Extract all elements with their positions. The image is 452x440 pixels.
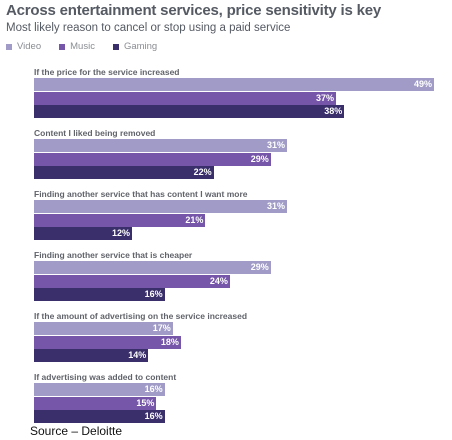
legend-item-gaming: Gaming: [112, 41, 158, 52]
category-label: Content I liked being removed: [34, 128, 156, 138]
bar-value-label: 16%: [144, 411, 163, 421]
bar-value-label: 16%: [144, 289, 163, 299]
legend-item-music: Music: [59, 41, 95, 52]
chart-subtitle: Most likely reason to cancel or stop usi…: [6, 22, 291, 34]
legend: Video Music Gaming: [6, 41, 157, 52]
legend-label: Gaming: [123, 41, 158, 52]
bar-music: 15%: [34, 396, 157, 410]
legend-label: Music: [70, 41, 95, 52]
bar-value-label: 24%: [209, 275, 228, 286]
bar-music: 24%: [34, 274, 230, 288]
bar-value-label: 38%: [324, 106, 343, 116]
bar-gaming: 16%: [34, 410, 165, 423]
bar-gaming: 22%: [34, 166, 214, 179]
bar-music: 18%: [34, 335, 181, 349]
legend-swatch: [59, 43, 66, 50]
bar-value-label: 15%: [136, 397, 155, 408]
bar-value-label: 18%: [160, 336, 179, 347]
bar-gaming: 38%: [34, 105, 345, 118]
bar-gaming: 16%: [34, 288, 165, 301]
category-label: Finding another service that is cheaper: [34, 250, 193, 260]
bar-value-label: 14%: [128, 350, 147, 360]
category-label: Finding another service that has content…: [34, 189, 248, 199]
bar-value-label: 29%: [250, 262, 269, 272]
bar-value-label: 17%: [152, 323, 171, 333]
category-label: If advertising was added to content: [34, 372, 177, 382]
bar-music: 21%: [34, 213, 206, 227]
legend-swatch: [6, 43, 12, 50]
bar-gaming: 14%: [34, 349, 149, 362]
legend-swatch: [112, 43, 119, 50]
legend-item-video: Video: [6, 41, 41, 52]
bar-value-label: 31%: [267, 201, 286, 211]
bar-music: 29%: [34, 152, 271, 166]
chart-title: Across entertainment services, price sen…: [6, 2, 382, 19]
bar-video: 31%: [34, 200, 288, 213]
bar-value-label: 21%: [185, 214, 204, 225]
bar-value-label: 49%: [413, 79, 432, 89]
bar-value-label: 12%: [111, 228, 130, 238]
bar-video: 16%: [34, 383, 165, 396]
bar-music: 37%: [34, 91, 337, 105]
legend-label: Video: [17, 41, 42, 52]
bar-value-label: 37%: [316, 92, 335, 103]
bar-value-label: 22%: [193, 167, 212, 177]
bar-value-label: 29%: [250, 153, 269, 164]
category-label: If the amount of advertising on the serv…: [34, 311, 248, 321]
source-note: Source – Deloitte: [30, 424, 123, 438]
bar-gaming: 12%: [34, 227, 132, 240]
bar-video: 49%: [34, 78, 434, 91]
bar-value-label: 31%: [267, 140, 286, 150]
category-label: If the price for the service increased: [34, 67, 180, 77]
bar-value-label: 16%: [144, 384, 163, 394]
bar-video: 17%: [34, 322, 173, 335]
bar-video: 29%: [34, 261, 271, 274]
bar-video: 31%: [34, 139, 288, 152]
